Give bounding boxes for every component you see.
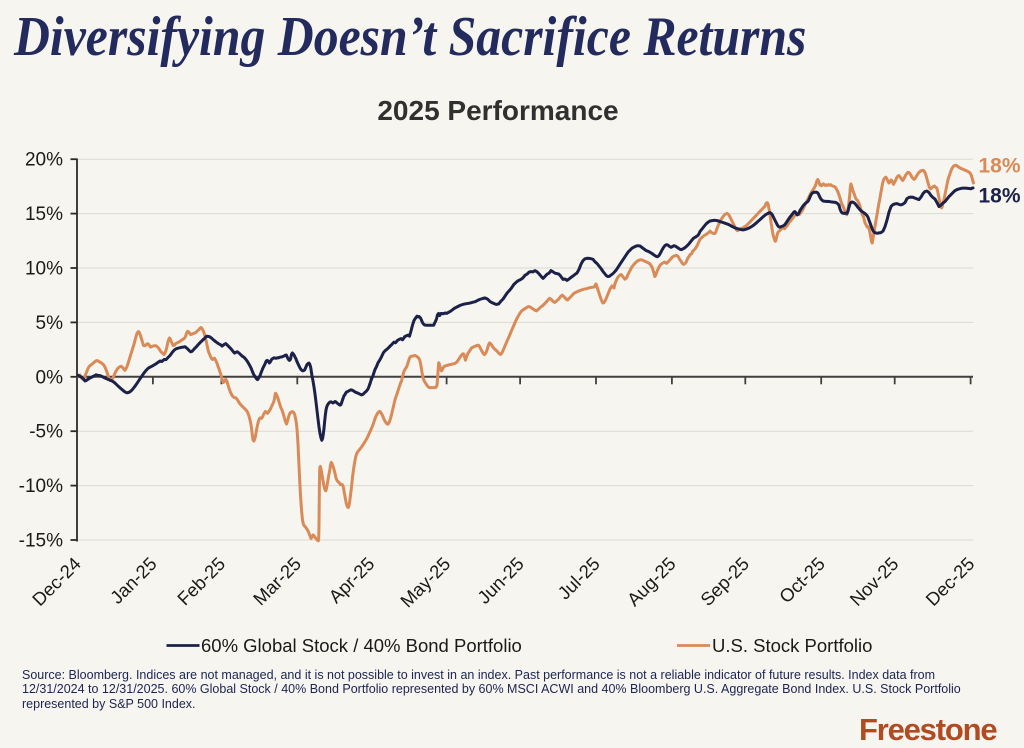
svg-text:10%: 10% [25, 259, 63, 280]
svg-text:18%: 18% [979, 185, 1021, 208]
svg-text:-5%: -5% [29, 422, 63, 443]
svg-text:0%: 0% [36, 367, 64, 388]
svg-text:15%: 15% [25, 204, 63, 225]
svg-text:-15%: -15% [19, 531, 63, 552]
svg-text:18%: 18% [979, 155, 1021, 178]
svg-text:60% Global Stock / 40% Bond Po: 60% Global Stock / 40% Bond Portfolio [201, 635, 522, 656]
svg-text:5%: 5% [36, 313, 64, 334]
svg-text:20%: 20% [25, 150, 63, 171]
svg-text:-10%: -10% [19, 476, 63, 497]
svg-text:U.S. Stock Portfolio: U.S. Stock Portfolio [712, 635, 872, 656]
